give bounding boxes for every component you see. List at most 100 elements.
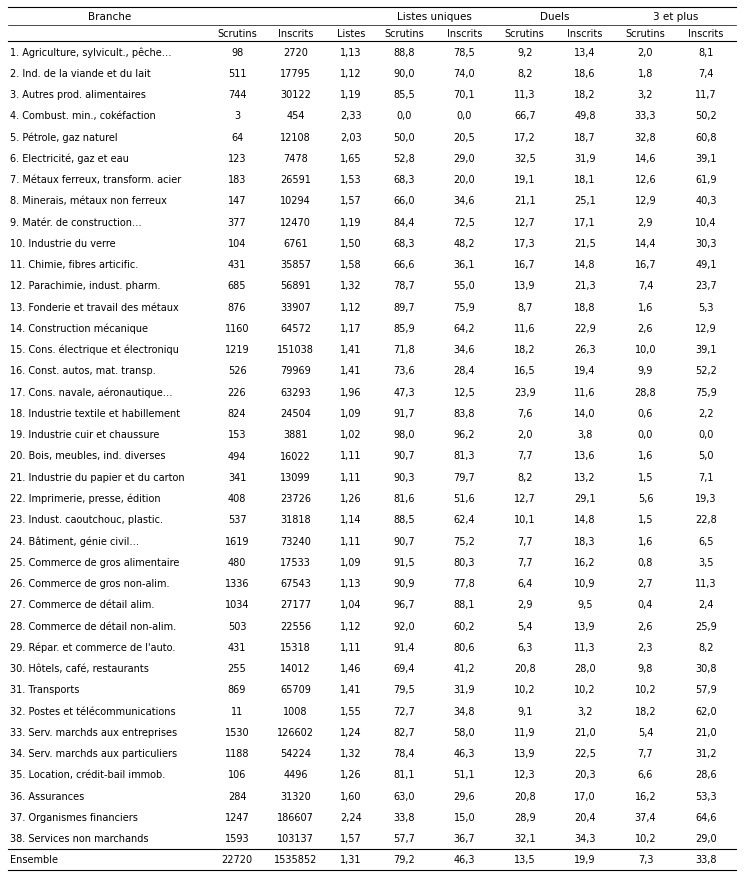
Text: 60,2: 60,2 [454, 621, 475, 630]
Text: 23,9: 23,9 [514, 387, 536, 397]
Text: 3 et plus: 3 et plus [653, 12, 699, 22]
Text: 9,1: 9,1 [517, 706, 533, 716]
Text: 20. Bois, meubles, ind. diverses: 20. Bois, meubles, ind. diverses [10, 451, 165, 461]
Text: 52,2: 52,2 [695, 366, 716, 376]
Text: 83,8: 83,8 [454, 408, 475, 419]
Text: 104: 104 [228, 239, 246, 248]
Text: 9,5: 9,5 [577, 600, 593, 609]
Text: 80,6: 80,6 [454, 642, 475, 652]
Text: 96,2: 96,2 [454, 429, 475, 440]
Text: 26,3: 26,3 [574, 345, 596, 355]
Text: 49,8: 49,8 [574, 112, 596, 121]
Text: 58,0: 58,0 [454, 727, 475, 737]
Text: 89,7: 89,7 [393, 302, 414, 313]
Text: 74,0: 74,0 [454, 68, 475, 79]
Text: 106: 106 [228, 769, 246, 780]
Text: 13,2: 13,2 [574, 472, 596, 482]
Text: 16,5: 16,5 [514, 366, 536, 376]
Text: Inscrits: Inscrits [688, 29, 723, 39]
Text: 2,0: 2,0 [638, 47, 653, 58]
Text: 19. Industrie cuir et chaussure: 19. Industrie cuir et chaussure [10, 429, 159, 440]
Text: 30,8: 30,8 [695, 663, 716, 673]
Text: 22,9: 22,9 [574, 324, 596, 334]
Text: 64,2: 64,2 [454, 324, 475, 334]
Text: 31818: 31818 [280, 515, 311, 525]
Text: 2,3: 2,3 [638, 642, 653, 652]
Text: 28,9: 28,9 [514, 812, 536, 822]
Text: 3. Autres prod. alimentaires: 3. Autres prod. alimentaires [10, 90, 146, 100]
Text: 5,4: 5,4 [517, 621, 533, 630]
Text: 15. Cons. électrique et électroniqu: 15. Cons. électrique et électroniqu [10, 344, 179, 355]
Text: 31,2: 31,2 [695, 748, 716, 759]
Text: 6,3: 6,3 [517, 642, 533, 652]
Text: 14012: 14012 [280, 663, 311, 673]
Text: 32,8: 32,8 [635, 133, 656, 142]
Text: 526: 526 [228, 366, 246, 376]
Text: 2720: 2720 [283, 47, 308, 58]
Text: 1,96: 1,96 [340, 387, 362, 397]
Text: 1530: 1530 [225, 727, 249, 737]
Text: 824: 824 [228, 408, 246, 419]
Text: 78,5: 78,5 [453, 47, 475, 58]
Text: Scrutins: Scrutins [217, 29, 257, 39]
Text: 10,0: 10,0 [635, 345, 656, 355]
Text: 22556: 22556 [280, 621, 311, 630]
Text: Branche: Branche [88, 12, 131, 22]
Text: 73240: 73240 [280, 536, 311, 546]
Text: Inscrits: Inscrits [278, 29, 313, 39]
Text: 81,3: 81,3 [454, 451, 475, 461]
Text: 6,5: 6,5 [698, 536, 713, 546]
Text: 88,5: 88,5 [393, 515, 414, 525]
Text: 2,7: 2,7 [638, 579, 653, 588]
Text: 7,7: 7,7 [638, 748, 653, 759]
Text: 9,8: 9,8 [638, 663, 653, 673]
Text: 19,1: 19,1 [514, 175, 536, 185]
Text: 41,2: 41,2 [454, 663, 475, 673]
Text: 1336: 1336 [225, 579, 249, 588]
Text: 71,8: 71,8 [393, 345, 414, 355]
Text: 1,09: 1,09 [340, 558, 362, 567]
Text: 21,1: 21,1 [514, 196, 536, 206]
Text: 70,1: 70,1 [454, 90, 475, 100]
Text: 21,0: 21,0 [695, 727, 716, 737]
Text: 7,6: 7,6 [517, 408, 533, 419]
Text: 1,26: 1,26 [340, 769, 362, 780]
Text: 5,3: 5,3 [698, 302, 713, 313]
Text: 57,9: 57,9 [695, 685, 716, 694]
Text: 13,9: 13,9 [514, 281, 536, 291]
Text: 1,31: 1,31 [340, 854, 362, 864]
Text: 13,4: 13,4 [574, 47, 596, 58]
Text: 91,7: 91,7 [393, 408, 414, 419]
Text: 79,2: 79,2 [393, 854, 415, 864]
Text: 454: 454 [286, 112, 305, 121]
Text: 431: 431 [228, 260, 246, 270]
Text: 80,3: 80,3 [454, 558, 475, 567]
Text: 46,3: 46,3 [454, 854, 475, 864]
Text: 10,1: 10,1 [514, 515, 536, 525]
Text: 22,8: 22,8 [695, 515, 716, 525]
Text: 1,09: 1,09 [340, 408, 362, 419]
Text: Duels: Duels [540, 12, 570, 22]
Text: Ensemble: Ensemble [10, 854, 58, 864]
Text: 50,0: 50,0 [393, 133, 414, 142]
Text: 55,0: 55,0 [453, 281, 475, 291]
Text: 6761: 6761 [283, 239, 308, 248]
Text: 255: 255 [228, 663, 246, 673]
Text: 36,7: 36,7 [454, 833, 475, 843]
Text: 5,0: 5,0 [698, 451, 713, 461]
Text: 13,5: 13,5 [514, 854, 536, 864]
Text: 66,0: 66,0 [394, 196, 414, 206]
Text: 47,3: 47,3 [393, 387, 414, 397]
Text: 126602: 126602 [278, 727, 314, 737]
Text: 377: 377 [228, 218, 246, 227]
Text: 7,7: 7,7 [517, 558, 533, 567]
Text: 1,6: 1,6 [638, 536, 653, 546]
Text: 61,9: 61,9 [695, 175, 716, 185]
Text: Scrutins: Scrutins [505, 29, 545, 39]
Text: 0,0: 0,0 [397, 112, 411, 121]
Text: 20,0: 20,0 [454, 175, 475, 185]
Text: 69,4: 69,4 [394, 663, 414, 673]
Text: 6,6: 6,6 [638, 769, 653, 780]
Text: 22720: 22720 [222, 854, 253, 864]
Text: 31,9: 31,9 [454, 685, 475, 694]
